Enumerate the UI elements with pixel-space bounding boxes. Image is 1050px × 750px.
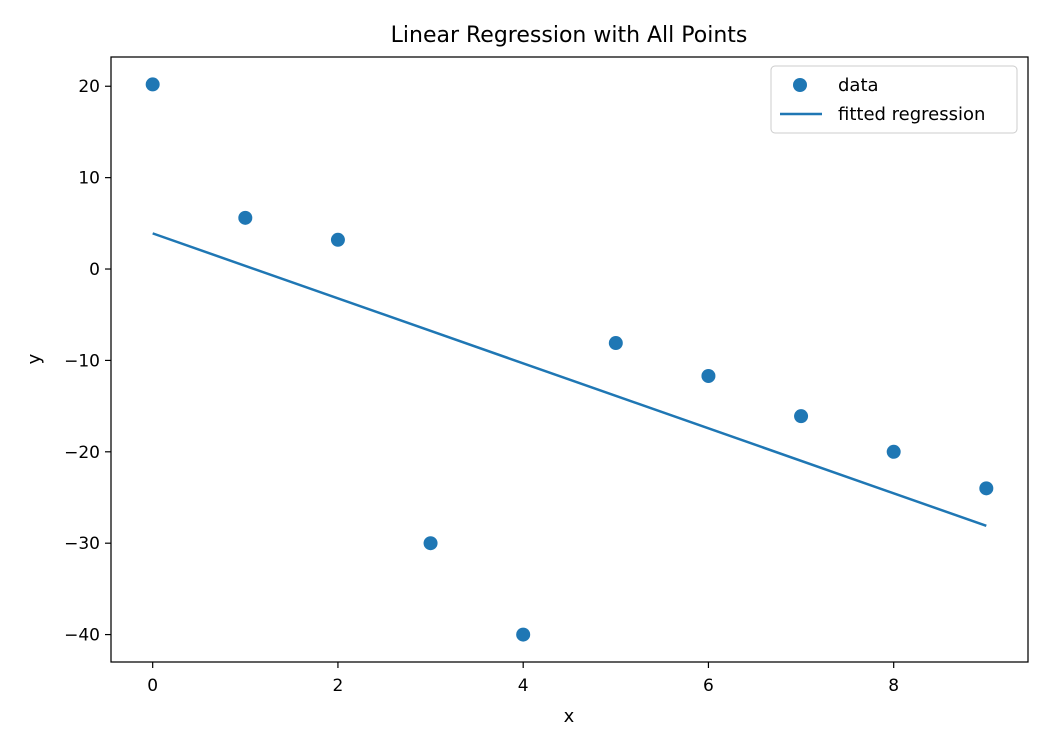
plot-area (145, 77, 994, 642)
data-point (516, 627, 531, 642)
y-axis-label: y (24, 353, 45, 364)
x-tick-label: 4 (518, 676, 529, 696)
legend: data fitted regression (770, 65, 1018, 134)
legend-box (770, 65, 1018, 134)
regression-line (152, 232, 987, 528)
x-axis: 0 2 4 6 8 (147, 662, 899, 696)
data-point (979, 481, 994, 496)
chart-title: Linear Regression with All Points (391, 23, 748, 48)
legend-line-label: fitted regression (838, 104, 985, 125)
y-tick-label: 0 (89, 260, 100, 280)
data-point (145, 77, 160, 92)
y-tick-label: 20 (78, 77, 100, 97)
data-point (238, 210, 253, 225)
data-point (423, 536, 438, 551)
y-tick-label: −20 (64, 443, 100, 463)
axes-frame (110, 56, 1029, 663)
legend-data-label: data (838, 75, 879, 96)
data-point (608, 336, 623, 351)
y-tick-label: 10 (78, 169, 100, 189)
y-axis: 20 10 0 −10 −20 −30 −40 (64, 77, 111, 646)
x-tick-label: 0 (147, 676, 158, 696)
x-tick-label: 2 (333, 676, 344, 696)
legend-data-marker (793, 78, 807, 92)
y-tick-label: −40 (64, 626, 100, 646)
data-point (886, 444, 901, 459)
data-point (330, 232, 345, 247)
x-tick-label: 8 (888, 676, 899, 696)
x-tick-label: 6 (703, 676, 714, 696)
data-point (794, 409, 809, 424)
y-tick-label: −30 (64, 534, 100, 554)
data-point (701, 368, 716, 383)
x-axis-label: x (564, 706, 575, 727)
y-tick-label: −10 (64, 351, 100, 371)
